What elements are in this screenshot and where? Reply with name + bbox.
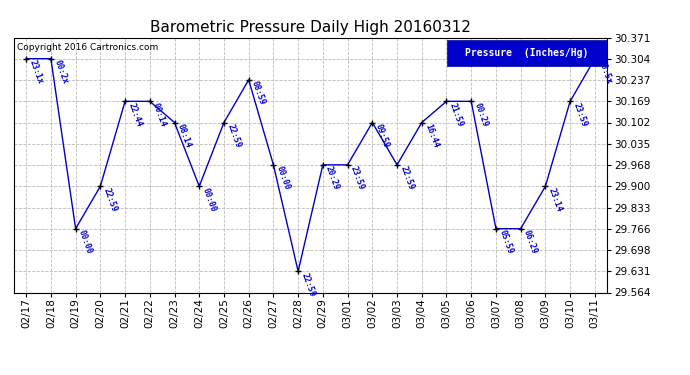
Text: 09:59: 09:59 bbox=[373, 123, 391, 149]
Text: 06:29: 06:29 bbox=[522, 229, 539, 255]
Text: 22:59: 22:59 bbox=[398, 165, 415, 191]
Text: 23:1x: 23:1x bbox=[28, 58, 44, 85]
Text: 10:5x: 10:5x bbox=[596, 58, 613, 85]
Text: 00:2x: 00:2x bbox=[52, 58, 69, 85]
Text: 00:14: 00:14 bbox=[151, 101, 168, 128]
Text: Pressure  (Inches/Hg): Pressure (Inches/Hg) bbox=[465, 48, 589, 58]
FancyBboxPatch shape bbox=[447, 40, 607, 66]
Title: Barometric Pressure Daily High 20160312: Barometric Pressure Daily High 20160312 bbox=[150, 20, 471, 35]
Text: 05:59: 05:59 bbox=[497, 229, 514, 255]
Text: 22:59: 22:59 bbox=[101, 186, 119, 213]
Text: 22:44: 22:44 bbox=[126, 101, 144, 128]
Text: 23:14: 23:14 bbox=[546, 186, 564, 213]
Text: 08:14: 08:14 bbox=[176, 123, 193, 149]
Text: 00:00: 00:00 bbox=[275, 165, 292, 191]
Text: 20:29: 20:29 bbox=[324, 165, 341, 191]
Text: Copyright 2016 Cartronics.com: Copyright 2016 Cartronics.com bbox=[17, 43, 158, 52]
Text: 21:59: 21:59 bbox=[448, 101, 465, 128]
Text: 00:00: 00:00 bbox=[201, 186, 217, 213]
Text: 16:44: 16:44 bbox=[423, 123, 440, 149]
Text: 23:59: 23:59 bbox=[571, 101, 589, 128]
Text: 00:00: 00:00 bbox=[77, 229, 94, 255]
Text: 08:59: 08:59 bbox=[250, 80, 267, 106]
Text: 22:59: 22:59 bbox=[299, 272, 317, 298]
Text: 00:29: 00:29 bbox=[473, 101, 489, 128]
Text: 23:59: 23:59 bbox=[349, 165, 366, 191]
Text: 22:59: 22:59 bbox=[225, 123, 242, 149]
